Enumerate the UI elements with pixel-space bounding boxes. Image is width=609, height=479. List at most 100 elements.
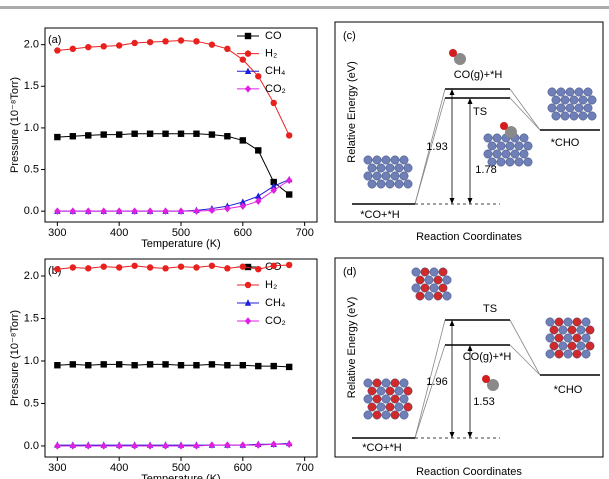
atom [363,155,373,165]
atom [429,283,439,293]
atom [394,386,404,396]
arrow-head [449,320,455,326]
data-point [270,440,277,448]
atom [415,275,425,285]
atom [514,157,524,167]
atom [563,349,573,359]
barrier-label: 1.96 [426,376,447,388]
x-axis-title: Temperature (K) [141,238,220,250]
level-label: CO(g)+*H [463,351,512,363]
data-point [193,442,200,450]
data-point [224,133,231,140]
data-point [239,362,247,369]
panel-label: (d) [343,266,356,278]
data-point [54,442,61,450]
atom [505,141,515,151]
level-label: *CO+*H [360,209,399,221]
arrow-head [449,89,455,95]
atom [420,267,430,277]
atom [554,317,564,327]
data-point [100,442,107,450]
data-point [115,361,123,368]
data-point [69,442,77,450]
atom [556,87,566,97]
data-point [285,440,293,448]
atom [587,111,597,121]
y-tick-label: 1.0 [24,355,39,367]
data-point [239,198,247,205]
atom [587,95,597,105]
data-point [255,197,262,205]
atom [523,157,533,167]
y-tick-label: 0.0 [24,440,39,452]
atom [501,149,511,159]
data-point [270,362,277,370]
atom [569,111,579,121]
atom [403,179,413,189]
atom [424,291,434,301]
data-point [85,207,92,215]
data-point [100,207,107,215]
series-line [57,443,290,447]
atom [487,157,497,167]
atom [399,171,409,181]
data-point [162,130,169,137]
data-point [239,441,247,449]
atom [496,157,506,167]
atom [585,325,595,335]
data-point [85,362,92,369]
arrow-head [467,432,473,438]
data-point [131,130,138,137]
atom [581,349,591,359]
data-point [239,137,247,144]
data-point [162,207,169,215]
data-point [54,362,61,369]
atom [558,341,568,351]
atom [403,163,413,173]
atom [551,111,561,121]
data-point [162,361,169,368]
arrow-head [467,98,473,104]
data-point [255,265,262,273]
atom [390,155,400,165]
series-line [57,133,290,195]
atom [394,402,404,412]
y-axis-title: Pressure (10⁻⁸Torr) [9,310,21,406]
top-rule [0,6,609,9]
atom [372,410,382,420]
barrier-label: 1.93 [426,141,447,153]
atom [411,283,421,293]
y-tick-label: 1.5 [24,80,39,92]
atom [438,283,448,293]
series-line [57,179,290,212]
connector [414,319,446,439]
panel-frame [334,21,604,223]
legend-marker [244,85,252,93]
data-point [239,263,247,270]
data-point [177,442,185,450]
series-line [57,264,290,270]
x-tick-label: 600 [234,227,252,239]
atom [390,410,400,420]
atom [523,141,533,151]
atom [576,325,586,335]
level-label: *CO+*H [362,442,401,454]
legend-label: CO₂ [265,315,286,327]
data-point [162,442,169,450]
atom [572,333,582,343]
data-point [239,202,247,210]
atom [390,171,400,181]
level-label: TS [473,106,487,118]
x-axis-title: Reaction Coordinates [416,466,522,478]
data-point [162,265,169,272]
atom [505,157,515,167]
data-point [100,263,107,270]
atom [415,291,425,301]
data-point [224,45,231,53]
atom [376,386,386,396]
atom [551,95,561,105]
atom [385,386,395,396]
atom [363,171,373,181]
atom [394,179,404,189]
